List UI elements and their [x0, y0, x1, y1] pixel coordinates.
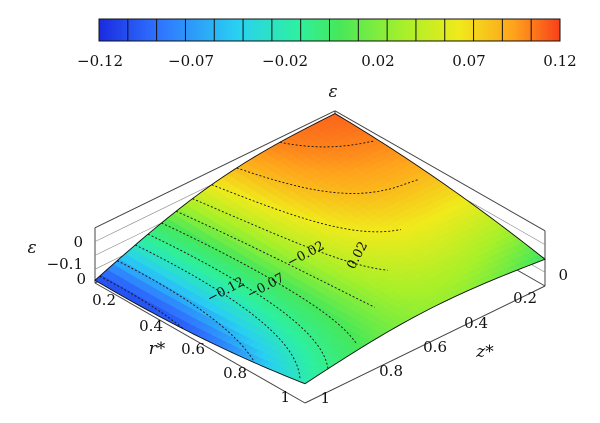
box-edge: [334, 110, 546, 232]
box-edge: [304, 285, 546, 404]
z-axis-title: z*: [475, 342, 494, 362]
colorbar-tick-label: 0.07: [452, 52, 485, 70]
contour-line: [211, 184, 401, 233]
colorbar-ticks: −0.12 −0.07 −0.02 0.02 0.07 0.12: [77, 52, 577, 70]
colorbar-title: ε: [328, 82, 337, 102]
z-axis-ticks: 0 0.2 0.4 0.6 0.8 1: [320, 266, 568, 407]
surface: [94, 113, 546, 385]
colorbar: −0.12 −0.07 −0.02 0.02 0.07 0.12: [77, 18, 577, 70]
r-tick-label: 0: [76, 270, 86, 288]
eps-axis-ticks: 0 −0.1: [47, 233, 83, 273]
r-tick-label: 1: [280, 388, 290, 406]
contour-line: [175, 210, 375, 308]
r-tick-label: 0.6: [181, 340, 205, 358]
surface-outline: [94, 113, 546, 385]
z-tick-label: 0.6: [423, 338, 447, 356]
eps-tick-label: −0.1: [47, 255, 83, 273]
z-tick-label: 0: [558, 266, 568, 284]
eps-axis-title: ε: [27, 238, 36, 258]
contour-line: [116, 260, 255, 362]
contour-line: [99, 275, 184, 329]
colorbar-tick-label: −0.07: [168, 52, 214, 70]
r-tick-label: 0.4: [139, 317, 163, 335]
r-tick-label: 0.8: [223, 364, 247, 382]
z-tick-label: 1: [320, 389, 330, 407]
box-edge: [94, 282, 306, 404]
box-edge: [94, 110, 336, 229]
r-axis-ticks: 0 0.2 0.4 0.6 0.8 1: [76, 270, 290, 406]
r-tick-label: 0.2: [92, 291, 116, 309]
contour-line: [161, 222, 357, 344]
colorbar-tick-label: −0.12: [77, 52, 123, 70]
contour-line: [236, 167, 418, 194]
z-tick-label: 0.2: [513, 289, 537, 307]
colorbar-tick-label: 0.12: [543, 52, 576, 70]
z-tick-label: 0.8: [379, 362, 403, 380]
r-axis-title: r*: [149, 339, 166, 359]
contour-line: [135, 244, 301, 380]
contour-line: [147, 233, 329, 369]
colorbar-tick-label: −0.02: [262, 52, 308, 70]
colorbar-segments: [127, 19, 532, 41]
colorbar-tick-label: 0.02: [361, 52, 394, 70]
contour-lines: [99, 140, 418, 380]
eps-tick-label: 0: [73, 233, 83, 251]
contour-line: [279, 140, 374, 148]
z-tick-label: 0.4: [464, 314, 488, 332]
contour-line: [192, 198, 388, 271]
